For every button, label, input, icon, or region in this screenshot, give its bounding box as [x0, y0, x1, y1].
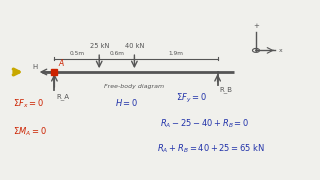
Text: +: + — [253, 23, 259, 29]
Text: Free-body diagram: Free-body diagram — [104, 84, 164, 89]
Text: R_A: R_A — [56, 94, 69, 100]
Text: 0.5m: 0.5m — [69, 51, 84, 56]
Text: H: H — [32, 64, 37, 70]
Text: 40 kN: 40 kN — [125, 44, 144, 50]
Text: $\Sigma M_A = 0$: $\Sigma M_A = 0$ — [13, 126, 46, 138]
Text: 25 kN: 25 kN — [90, 44, 109, 50]
Text: $\Sigma F_x = 0$: $\Sigma F_x = 0$ — [13, 97, 44, 110]
Text: A: A — [58, 59, 63, 68]
Text: x: x — [279, 48, 283, 53]
Text: $R_A + R_B = 40 + 25 = 65$ kN: $R_A + R_B = 40 + 25 = 65$ kN — [157, 142, 265, 155]
Text: $R_A - 25 - 40 + R_B = 0$: $R_A - 25 - 40 + R_B = 0$ — [160, 117, 249, 129]
Text: 1.9m: 1.9m — [169, 51, 183, 56]
Text: $H = 0$: $H = 0$ — [115, 97, 139, 108]
Text: $\Sigma F_y = 0$: $\Sigma F_y = 0$ — [176, 92, 207, 105]
Text: R_B: R_B — [220, 86, 233, 93]
Text: 0.6m: 0.6m — [109, 51, 124, 56]
